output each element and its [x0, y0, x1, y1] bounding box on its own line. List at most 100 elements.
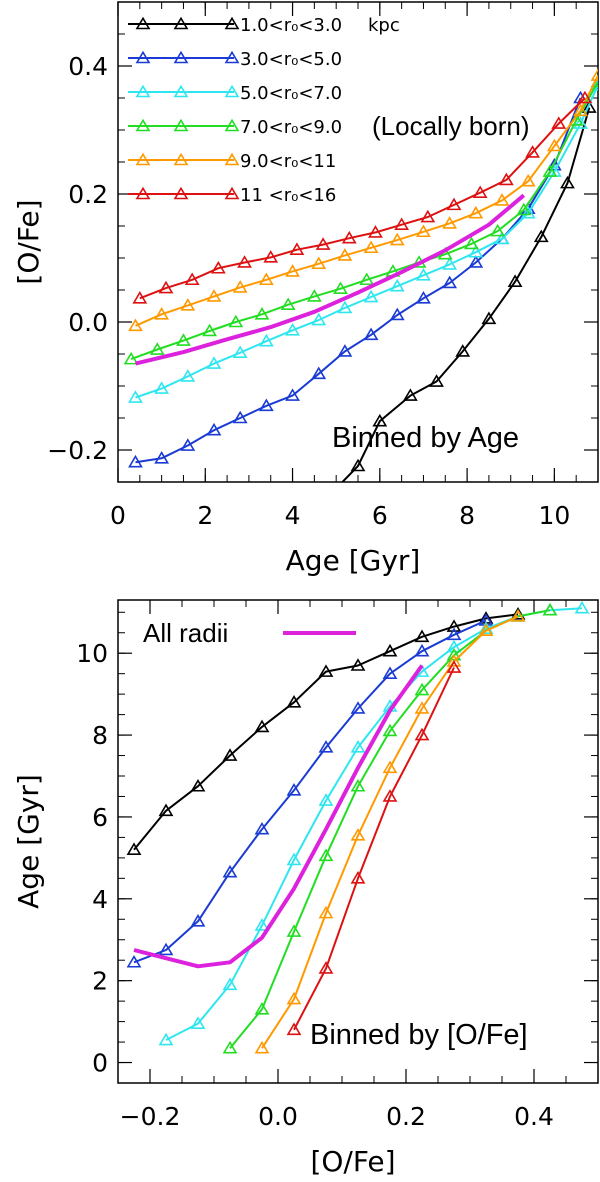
data-point-marker: [263, 250, 279, 263]
data-point-marker: [382, 666, 398, 679]
data-point-marker: [468, 244, 484, 258]
data-point-marker: [318, 740, 334, 753]
data-point-marker: [254, 719, 270, 733]
data-point-marker: [442, 275, 458, 289]
data-point-marker: [333, 281, 348, 295]
y-tick-label: 0.4: [68, 52, 108, 81]
plot-frame: [117, 1, 599, 483]
data-point-marker: [389, 278, 405, 292]
data-point-marker: [254, 307, 270, 320]
data-point-marker: [414, 701, 430, 714]
series-line-1-0-r0-3-0: [133, 613, 519, 851]
x-tick-label: 0: [110, 501, 126, 530]
data-point-marker: [573, 103, 588, 117]
data-point-marker: [350, 458, 366, 472]
data-point-marker: [510, 607, 526, 620]
data-point-marker: [154, 381, 170, 394]
legend-entry-label: 1.0<r₀<3.0: [240, 15, 342, 36]
data-point-marker: [210, 260, 226, 274]
data-point-marker: [481, 311, 497, 325]
data-point-marker: [442, 257, 458, 270]
data-point-marker: [372, 413, 388, 427]
data-point-marker: [126, 954, 142, 968]
data-point-marker: [414, 643, 430, 657]
y-tick-label: 0.0: [68, 308, 108, 337]
legend-marker: [135, 152, 151, 166]
legend-marker: [135, 118, 151, 132]
bottom-panel-ofe-binned: −0.2 0.0 0.2 0.4 0 2 4 6 8 10 [O/Fe] Age [Gyr] Binne…: [12, 599, 599, 1178]
data-point-marker: [123, 351, 139, 365]
data-point-marker: [254, 1002, 270, 1015]
y-tick-label: 4: [92, 885, 108, 914]
data-point-marker: [318, 961, 334, 974]
data-point-marker: [394, 217, 410, 231]
data-point-marker: [494, 231, 510, 245]
data-point-marker: [206, 356, 222, 369]
data-point-marker: [180, 438, 196, 451]
data-point-marker: [337, 300, 353, 314]
data-point-marker: [306, 289, 322, 302]
data-point-marker: [468, 255, 484, 268]
data-point-marker: [464, 236, 479, 250]
data-point-marker: [350, 778, 366, 792]
data-point-marker: [318, 664, 334, 677]
x-axis-title: Age [Gyr]: [286, 544, 421, 577]
legend-entry-label: 9.0<r₀<11: [240, 151, 336, 172]
data-point-marker: [237, 255, 252, 268]
data-point-marker: [258, 398, 274, 412]
legend-marker: [173, 152, 189, 166]
data-point-marker: [359, 272, 375, 286]
data-point-marker: [254, 1040, 270, 1054]
y-axis-title: [O/Fe]: [12, 199, 45, 284]
binned-by-ofe-label: Binned by [O/Fe]: [310, 1019, 528, 1051]
data-point-marker: [286, 852, 302, 866]
x-tick-label: −0.2: [120, 1102, 181, 1131]
data-point-marker: [335, 481, 337, 482]
legend-marker: [173, 16, 189, 30]
legend-marker: [135, 16, 151, 30]
data-point-marker: [525, 145, 540, 158]
data-point-marker: [546, 138, 562, 152]
data-point-marker: [128, 390, 143, 403]
legend-marker: [173, 84, 189, 98]
y-tick-label: 0: [92, 1049, 108, 1078]
data-point-marker: [318, 905, 334, 919]
data-point-marker: [128, 318, 143, 332]
y-tick-label: 8: [92, 721, 108, 750]
data-point-marker: [542, 164, 558, 177]
data-point-marker: [382, 789, 398, 802]
x-tick-label: 6: [372, 501, 388, 530]
data-point-marker: [286, 924, 302, 937]
data-point-marker: [315, 237, 331, 250]
binned-by-age-label: Binned by Age: [332, 422, 519, 454]
data-layer: [123, 68, 598, 482]
data-point-marker: [258, 333, 274, 347]
series-line-3-0-r0-5-0: [135, 97, 582, 464]
legend-marker: [173, 186, 189, 200]
series-line-all-radii: [133, 664, 424, 969]
all-radii-legend-label: All radii: [143, 618, 228, 648]
data-point-marker: [132, 291, 148, 304]
data-point-marker: [318, 848, 334, 862]
legend-marker: [224, 16, 240, 30]
legend-marker: [135, 84, 151, 98]
legend-marker: [135, 186, 151, 200]
data-point-marker: [311, 366, 327, 380]
data-point-marker: [442, 216, 458, 229]
data-point-marker: [472, 185, 488, 199]
series-line-1-0-r0-3-0: [341, 107, 591, 482]
data-point-marker: [206, 289, 222, 302]
data-point-marker: [577, 90, 593, 104]
data-point-marker: [176, 333, 191, 346]
data-point-marker: [560, 175, 575, 189]
data-point-marker: [222, 977, 238, 991]
x-tick-label: 0.0: [258, 1102, 298, 1131]
data-point-marker: [311, 256, 327, 270]
data-point-marker: [533, 229, 549, 243]
data-point-marker: [590, 77, 598, 91]
data-point-marker: [202, 323, 218, 337]
data-point-marker: [232, 410, 248, 424]
data-point-marker: [222, 864, 238, 878]
data-point-marker: [285, 388, 300, 401]
legend-marker: [173, 118, 189, 132]
